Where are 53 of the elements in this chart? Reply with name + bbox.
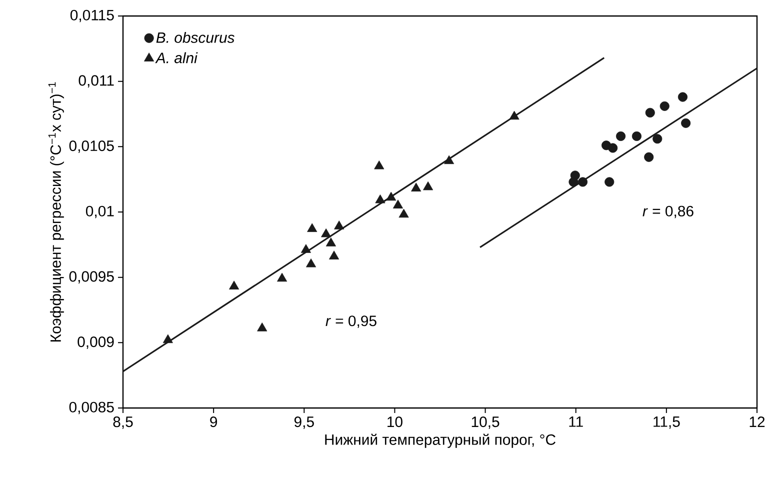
y-tick-label: 0,011 bbox=[78, 75, 114, 88]
point bbox=[326, 238, 336, 246]
point bbox=[307, 223, 318, 232]
x-tick-label: 11 bbox=[569, 416, 583, 427]
y-tick-label: 0,0085 bbox=[69, 402, 114, 414]
x-tick-label: 9 bbox=[210, 416, 218, 428]
y-tick-label: 0,0095 bbox=[69, 271, 114, 284]
point bbox=[652, 134, 662, 144]
point bbox=[300, 244, 311, 253]
point bbox=[444, 155, 454, 164]
x-tick-label: 10,5 bbox=[472, 416, 500, 429]
point bbox=[578, 177, 588, 187]
annotation: r = 0,95 bbox=[326, 316, 376, 328]
annotation: r = 0,86 bbox=[642, 206, 694, 218]
point bbox=[608, 143, 618, 153]
point bbox=[306, 258, 316, 268]
point bbox=[632, 131, 642, 141]
x-tick-label: 12 bbox=[750, 416, 765, 427]
point bbox=[509, 110, 520, 120]
point bbox=[392, 200, 404, 208]
legend-label: A. alni bbox=[155, 52, 198, 64]
point bbox=[604, 177, 614, 187]
point bbox=[277, 272, 288, 282]
point bbox=[570, 170, 580, 180]
point bbox=[678, 92, 688, 102]
point bbox=[398, 208, 409, 218]
point bbox=[374, 160, 384, 170]
x-tick-label: 8,5 bbox=[113, 416, 133, 429]
point bbox=[329, 250, 340, 260]
point bbox=[162, 334, 173, 344]
y-tick-label: 0,009 bbox=[78, 336, 114, 349]
point bbox=[257, 322, 268, 332]
x-tick-label: 9,5 bbox=[294, 416, 314, 429]
x-tick-label: 10 bbox=[388, 416, 402, 428]
point bbox=[411, 182, 422, 192]
point bbox=[660, 101, 670, 111]
y-axis-title: Коэффициент регрессии (°C$^{−1}$x сут)$^{−1}$ bbox=[48, 82, 64, 342]
point bbox=[321, 228, 332, 238]
point bbox=[375, 194, 386, 204]
point bbox=[616, 131, 626, 141]
point bbox=[229, 280, 240, 290]
point bbox=[334, 220, 344, 230]
y-tick-label: 0,0115 bbox=[70, 10, 114, 22]
point bbox=[644, 152, 654, 162]
y-tick-label: 0,0105 bbox=[69, 140, 114, 153]
point bbox=[681, 118, 691, 128]
point bbox=[386, 192, 396, 201]
legend-label: B. obscurus bbox=[156, 32, 234, 43]
x-tick-label: 11,5 bbox=[654, 416, 680, 429]
y-tick-label: 0,01 bbox=[86, 206, 114, 218]
point bbox=[645, 108, 655, 118]
point bbox=[423, 181, 434, 190]
x-axis-title: Нижний температурный порог, °C bbox=[325, 434, 556, 448]
